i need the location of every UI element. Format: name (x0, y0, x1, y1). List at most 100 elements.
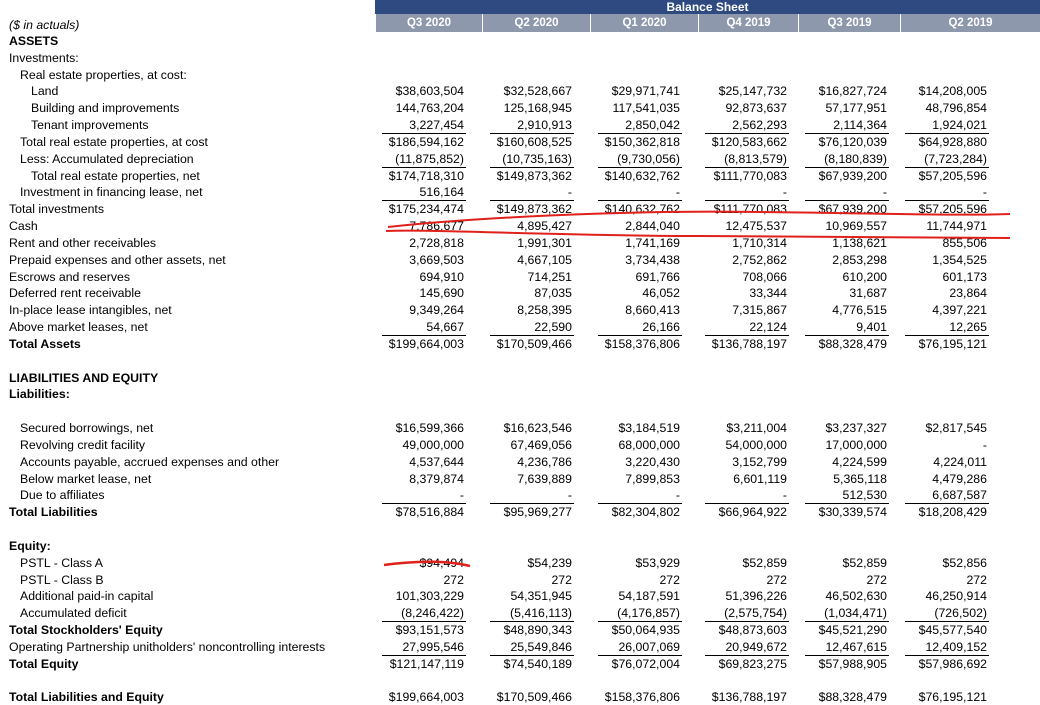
cell-value: $199,664,003 (388, 690, 464, 705)
cell-value: 3,152,799 (732, 454, 787, 469)
row-label: Escrows and reserves (9, 269, 130, 284)
row-label: Liabilities: (9, 387, 70, 402)
cell-value: 1,354,525 (932, 252, 987, 267)
cell-value: 31,687 (849, 286, 887, 301)
cell-value: $52,856 (942, 555, 987, 570)
row-label: Accumulated deficit (20, 606, 127, 621)
period-header: Q1 2020 (590, 14, 698, 32)
cell-underline (490, 200, 574, 202)
cell-value: 1,924,021 (932, 118, 987, 133)
row-label: Above market leases, net (9, 320, 148, 335)
cell-value: $57,986,692 (918, 656, 987, 671)
cell-value: $16,623,546 (503, 421, 572, 436)
row-label: Total Liabilities (9, 505, 98, 520)
cell-value: $76,195,121 (918, 336, 987, 351)
row-label: Tenant improvements (31, 118, 149, 133)
cell-underline (905, 133, 989, 135)
period-header: Q3 2019 (798, 14, 900, 32)
cell-value: $74,540,189 (503, 656, 572, 671)
cell-underline (382, 654, 466, 656)
cell-value: 1,710,314 (732, 235, 787, 250)
cell-value: - (567, 488, 572, 503)
period-header: Q2 2020 (482, 14, 590, 32)
cell-value: - (675, 185, 680, 200)
cell-value: (10,735,163) (502, 151, 572, 166)
row-label: Cash (9, 219, 38, 234)
cell-underline (705, 654, 789, 656)
cell-value: 87,035 (534, 286, 572, 301)
row-label: Investments: (9, 50, 79, 65)
cell-value: $186,594,162 (388, 134, 464, 149)
row-label: Below market lease, net (20, 471, 152, 486)
cell-value: 4,667,105 (517, 252, 572, 267)
cell-value: $16,599,366 (395, 421, 464, 436)
cell-value: - (782, 185, 787, 200)
row-label: Less: Accumulated depreciation (20, 151, 194, 166)
cell-value: $88,328,479 (818, 336, 887, 351)
cell-underline (705, 335, 789, 337)
cell-value: 101,303,229 (395, 589, 464, 604)
period-header: Q4 2019 (698, 14, 798, 32)
cell-value: (8,180,839) (824, 151, 887, 166)
cell-underline (490, 654, 574, 656)
cell-value: 46,502,630 (825, 589, 887, 604)
cell-value: $93,151,573 (395, 623, 464, 638)
cell-value: 2,728,818 (409, 235, 464, 250)
cell-value: 68,000,000 (618, 437, 680, 452)
cell-value: $170,509,466 (496, 336, 572, 351)
cell-value: $170,509,466 (496, 690, 572, 705)
cell-value: $76,072,004 (611, 656, 680, 671)
cell-value: (4,176,857) (617, 606, 680, 621)
cell-value: $16,827,724 (818, 84, 887, 99)
cell-value: $149,873,362 (496, 202, 572, 217)
cell-value: $150,362,818 (604, 134, 680, 149)
cell-value: $149,873,362 (496, 168, 572, 183)
cell-value: $3,237,327 (825, 421, 887, 436)
cell-value: 1,138,621 (832, 235, 887, 250)
cell-underline (490, 621, 574, 623)
cell-underline (598, 654, 682, 656)
cell-value: 8,258,395 (517, 303, 572, 318)
cell-underline (705, 621, 789, 623)
cell-value: $3,211,004 (726, 421, 787, 436)
row-label: Due to affiliates (20, 488, 105, 503)
cell-underline (598, 133, 682, 135)
cell-underline (490, 503, 574, 505)
cell-value: 4,224,599 (832, 454, 887, 469)
cell-value: 54,667 (426, 320, 464, 335)
cell-value: $175,234,474 (388, 202, 464, 217)
cell-value: 512,530 (842, 488, 887, 503)
cell-value: $69,823,275 (718, 656, 787, 671)
cell-underline (905, 166, 989, 168)
cell-underline (382, 200, 466, 202)
cell-underline (905, 621, 989, 623)
cell-value: 12,409,152 (925, 639, 987, 654)
cell-value: $45,577,540 (918, 623, 987, 638)
row-label: Total Assets (9, 336, 81, 351)
cell-value: 11,744,971 (926, 219, 987, 234)
cell-value: $76,195,121 (918, 690, 987, 705)
cell-underline (598, 200, 682, 202)
cell-value: $52,859 (842, 555, 887, 570)
cell-value: 7,315,867 (732, 303, 787, 318)
cell-underline (905, 335, 989, 337)
cell-value: $95,969,277 (503, 505, 572, 520)
cell-value: $45,521,290 (818, 623, 887, 638)
cell-value: 12,467,615 (825, 639, 887, 654)
cell-value: 516,164 (419, 185, 464, 200)
cell-underline (805, 654, 889, 656)
cell-value: 22,590 (534, 320, 572, 335)
cell-value: 3,669,503 (409, 252, 464, 267)
row-label: Accounts payable, accrued expenses and o… (20, 454, 280, 469)
cell-value: 2,114,364 (833, 118, 887, 133)
cell-value: 4,479,286 (932, 471, 987, 486)
cell-value: $158,376,806 (604, 690, 680, 705)
cell-value: $121,147,119 (389, 656, 464, 671)
cell-value: 4,776,515 (832, 303, 887, 318)
row-label: Total Equity (9, 656, 79, 671)
cell-value: (8,246,422) (401, 606, 464, 621)
cell-value: $94,494 (419, 555, 464, 570)
balance-sheet: Balance Sheet ($ in actuals) Q3 2020 Q2 2… (9, 0, 1040, 704)
row-label: Rent and other receivables (9, 235, 156, 250)
cell-value: 92,873,637 (725, 101, 787, 116)
